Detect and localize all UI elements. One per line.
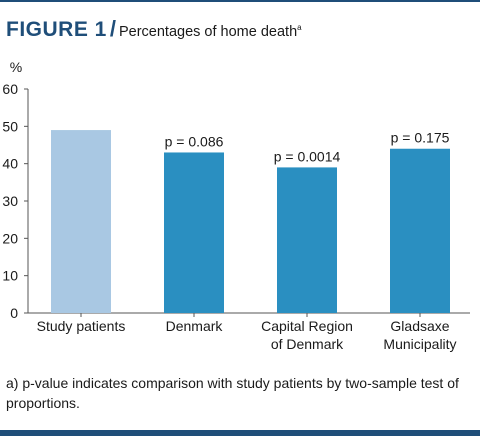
figure-title: Percentages of home deatha: [118, 23, 302, 40]
y-tick-label: 0: [10, 305, 18, 321]
x-tick-label: Capital Region: [261, 318, 353, 334]
y-axis-label: %: [10, 59, 22, 75]
bar-annotation: p = 0.0014: [274, 148, 341, 164]
x-tick-label: Study patients: [37, 318, 126, 334]
y-tick-label: 30: [2, 193, 18, 209]
x-tick-label: of Denmark: [271, 336, 344, 352]
bar: [164, 152, 224, 313]
bottom-rule: [0, 430, 480, 436]
y-tick-label: 50: [2, 118, 18, 134]
footnote: a) p-value indicates comparison with stu…: [6, 375, 459, 411]
top-rule: [0, 0, 480, 2]
bar-annotation: p = 0.086: [165, 133, 224, 149]
figure-title-text: Percentages of home death: [118, 24, 298, 40]
figure-label: FIGURE 1: [6, 18, 107, 41]
x-tick-label: Gladsaxe: [390, 318, 449, 334]
bar: [51, 130, 111, 313]
y-tick-label: 40: [2, 156, 18, 172]
bar: [277, 167, 337, 313]
figure-slash: /: [109, 16, 116, 41]
y-tick-label: 20: [2, 230, 18, 246]
bar-chart: % 0 10 20 30 40 50 60 Study patients p = 0.086 Den…: [2, 59, 470, 352]
bar-annotation: p = 0.175: [391, 130, 450, 146]
figure-title-superscript: a: [297, 23, 302, 33]
y-tick-label: 10: [2, 268, 18, 284]
y-tick-label: 60: [2, 81, 18, 97]
x-tick-label: Municipality: [383, 336, 456, 352]
x-tick-label: Denmark: [166, 318, 224, 334]
figure-header: FIGURE 1/Percentages of home deatha: [6, 16, 302, 42]
bar: [390, 148, 450, 313]
